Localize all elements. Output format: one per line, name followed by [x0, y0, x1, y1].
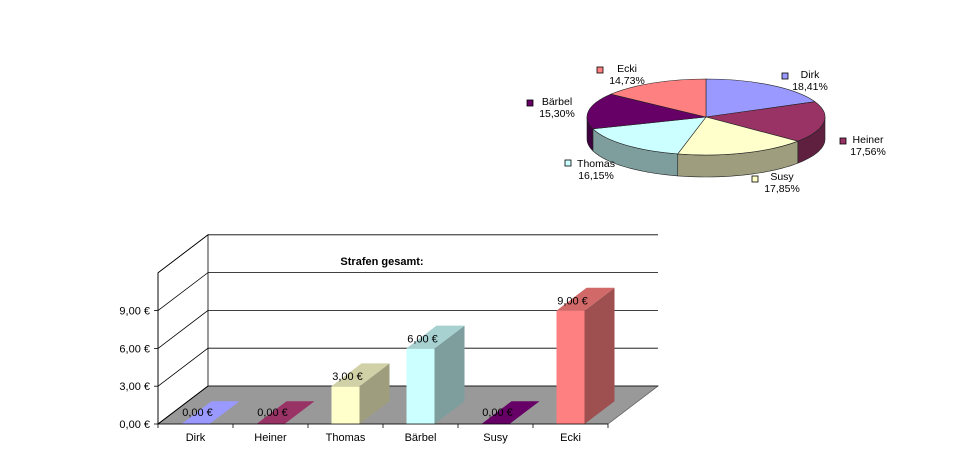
gridline: [157, 234, 658, 274]
bar-top: [556, 287, 615, 311]
pie-label-name: Thomas: [577, 158, 615, 170]
bar-ecki: 9,00 €: [556, 287, 615, 424]
bar-value-label: 0,00 €: [482, 407, 513, 419]
gridline: [157, 272, 658, 311]
y-tick-label: 9,00 €: [119, 306, 150, 318]
bar-front: [556, 310, 585, 424]
bar-chart: Strafen gesamt: 0,00 € 3,00 € 6,00 € 9,00 €…: [119, 233, 660, 444]
x-tick-label-ecki: Ecki: [560, 432, 581, 444]
pie-label-name: Ecki: [617, 63, 637, 75]
bar-value-label: 3,00 €: [332, 371, 363, 383]
y-tick-label: 0,00 €: [119, 419, 150, 431]
gridline: [157, 347, 658, 387]
bar-value-label: 6,00 €: [407, 333, 438, 345]
pie-label-value: 17,85%: [764, 183, 800, 195]
bar-value-label: 0,00 €: [182, 407, 213, 419]
gridline: [157, 309, 658, 349]
bar-top: [406, 325, 465, 349]
bar-side: [359, 363, 390, 424]
pie-label-value: 15,30%: [539, 108, 575, 120]
bar-top: [331, 363, 390, 387]
pie-label-value: 17,56%: [850, 146, 886, 158]
pie-label-value: 14,73%: [609, 75, 645, 87]
pie-slice-ecki: [609, 78, 707, 118]
legend-marker-ecki: [596, 66, 604, 74]
pie-slices: [586, 78, 826, 156]
pie-label-name: Susy: [770, 171, 794, 183]
pie-slice-thomas: [592, 116, 707, 155]
pie-label-value: 16,15%: [578, 170, 614, 182]
bar-value-label: 0,00 €: [257, 407, 288, 419]
legend-marker-thomas: [564, 159, 572, 167]
x-tick-label-susy: Susy: [483, 432, 508, 444]
bar-zero: [481, 401, 540, 424]
y-tick-label: 3,00 €: [119, 381, 150, 393]
pie-slice-bärbel: [586, 93, 707, 130]
x-tick-label-dirk: Dirk: [186, 432, 206, 444]
pie-label-name: Heiner: [853, 134, 884, 146]
y-tick-label: 6,00 €: [119, 343, 150, 355]
x-tick-label-thomas: Thomas: [326, 432, 366, 444]
pie-label-name: Dirk: [801, 69, 820, 81]
pie-slice-dirk: [705, 78, 816, 118]
bar-thomas: 3,00 €: [331, 363, 390, 424]
bar-front: [331, 386, 360, 424]
bar-heiner: 0,00 €: [256, 401, 315, 424]
bar-bärbel: 6,00 €: [406, 325, 465, 424]
gridline: [157, 385, 658, 425]
bar-side: [584, 287, 615, 424]
legend-marker-heiner: [839, 137, 847, 145]
bar-susy: 0,00 €: [481, 401, 540, 424]
bar-dirk: 0,00 €: [181, 401, 240, 424]
bar-value-label: 9,00 €: [557, 296, 588, 308]
bar-zero: [256, 401, 315, 424]
legend-marker-bärbel: [526, 99, 534, 107]
y-axis: 0,00 € 3,00 € 6,00 € 9,00 €: [119, 272, 159, 431]
pie-label-value: 18,41%: [792, 81, 828, 93]
x-axis: Dirk Heiner Thomas Bärbel Susy Ecki: [157, 423, 609, 444]
pie-slice-susy: [677, 116, 799, 156]
pie-slice-heiner: [705, 101, 826, 142]
legend-marker-susy: [751, 175, 759, 183]
gridlines: [157, 234, 658, 425]
bars: 0,00 € 0,00 € 3,00 € 6,00 € 0,00 € 9,00 €: [181, 287, 615, 424]
pie-label-name: Bärbel: [542, 96, 572, 108]
x-tick-label-bärbel: Bärbel: [405, 432, 437, 444]
bar-front: [406, 348, 435, 424]
bar-side: [434, 325, 465, 424]
legend-marker-dirk: [781, 72, 789, 80]
bar-chart-title: Strafen gesamt:: [340, 256, 423, 268]
x-tick-label-heiner: Heiner: [254, 432, 287, 444]
bar-zero: [181, 401, 240, 424]
